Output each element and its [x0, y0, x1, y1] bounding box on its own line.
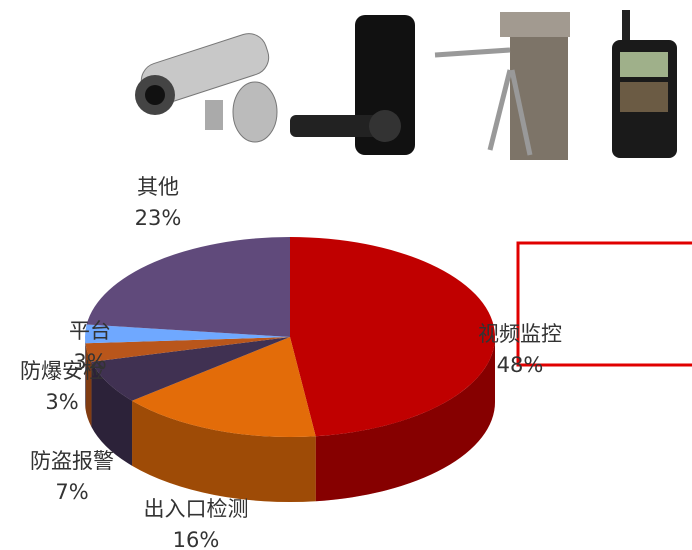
slice-value-label: 3%: [73, 350, 106, 374]
highlight-box: [518, 243, 692, 365]
slice-label: 视频监控: [478, 322, 562, 346]
turnstile-icon: [435, 12, 570, 160]
pie: [85, 237, 495, 502]
pie-slice: [87, 237, 290, 337]
slice-value-label: 7%: [55, 480, 88, 504]
slice-label: 其他: [137, 175, 179, 199]
slice-value-label: 3%: [45, 390, 78, 414]
slice-value-label: 23%: [135, 206, 182, 230]
slice-label: 防盗报警: [30, 449, 114, 473]
camera-icon: [135, 29, 277, 142]
pie-slice: [290, 237, 495, 501]
radio-icon: [612, 10, 677, 158]
slice-value-label: 16%: [173, 528, 220, 550]
slice-value-label: 48%: [497, 353, 544, 377]
slice-label: 出入口检测: [144, 497, 249, 521]
slice-top: [87, 237, 290, 337]
slice-label: 平台: [69, 319, 111, 343]
chart: 视频监控48%出入口检测16%防盗报警7%防爆安检3%平台3%其他23%: [0, 0, 692, 550]
lock-icon: [290, 15, 415, 155]
